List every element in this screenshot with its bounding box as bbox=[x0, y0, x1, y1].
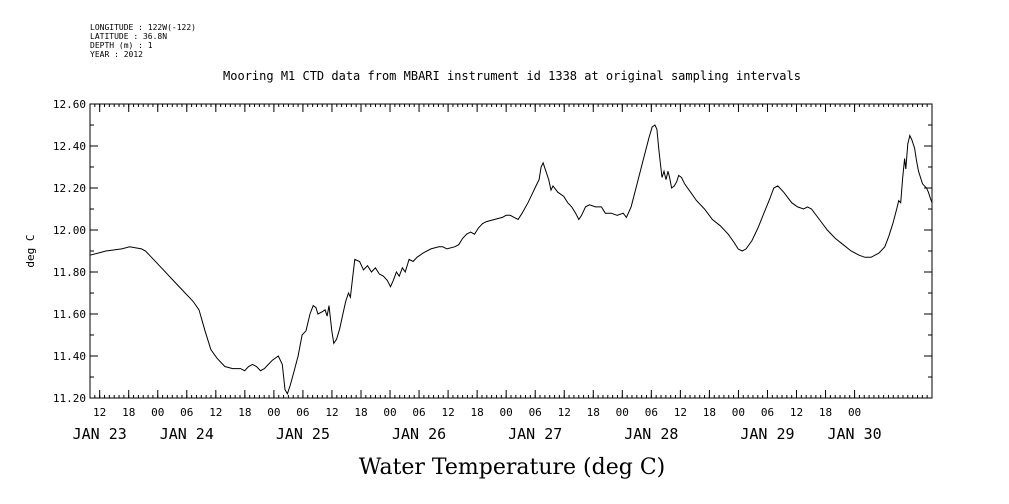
x-tick-label: 00 bbox=[383, 406, 396, 419]
depth-text: DEPTH (m) : 1 bbox=[90, 41, 153, 50]
day-label: JAN 25 bbox=[276, 425, 330, 443]
day-label: JAN 26 bbox=[392, 425, 446, 443]
x-tick-label: 00 bbox=[616, 406, 629, 419]
chart-title: Mooring M1 CTD data from MBARI instrumen… bbox=[223, 69, 801, 83]
day-label: JAN 29 bbox=[740, 425, 794, 443]
x-tick-label: 18 bbox=[587, 406, 600, 419]
y-tick-label: 11.40 bbox=[53, 350, 86, 363]
x-tick-label: 12 bbox=[441, 406, 454, 419]
x-tick-label: 18 bbox=[238, 406, 251, 419]
x-tick-label: 06 bbox=[296, 406, 309, 419]
x-tick-label: 06 bbox=[180, 406, 193, 419]
x-tick-label: 00 bbox=[500, 406, 513, 419]
y-tick-label: 11.60 bbox=[53, 308, 86, 321]
x-tick-label: 06 bbox=[761, 406, 774, 419]
x-tick-label: 06 bbox=[529, 406, 542, 419]
data-series bbox=[89, 124, 933, 396]
day-label: JAN 30 bbox=[827, 425, 881, 443]
day-label: JAN 28 bbox=[624, 425, 678, 443]
x-tick-label: 18 bbox=[819, 406, 832, 419]
x-tick-label: 12 bbox=[209, 406, 222, 419]
x-axis-label: Water Temperature (deg C) bbox=[359, 455, 666, 480]
x-tick-label: 18 bbox=[471, 406, 484, 419]
y-tick-label: 12.40 bbox=[53, 140, 86, 153]
latitude-text: LATITUDE : 36.8N bbox=[90, 32, 167, 41]
x-tick-label: 18 bbox=[703, 406, 716, 419]
x-tick-label: 12 bbox=[674, 406, 687, 419]
longitude-text: LONGITUDE : 122W(-122) bbox=[90, 23, 196, 32]
x-tick-label: 12 bbox=[325, 406, 338, 419]
y-tick-label: 11.20 bbox=[53, 392, 86, 405]
x-tick-label: 06 bbox=[412, 406, 425, 419]
x-tick-label: 00 bbox=[732, 406, 745, 419]
x-tick-label: 18 bbox=[354, 406, 367, 419]
x-tick-label: 00 bbox=[267, 406, 280, 419]
year-text: YEAR : 2012 bbox=[90, 50, 143, 59]
day-label: JAN 23 bbox=[73, 425, 127, 443]
x-tick-label: 00 bbox=[848, 406, 861, 419]
y-tick-label: 12.00 bbox=[53, 224, 86, 237]
x-tick-label: 06 bbox=[645, 406, 658, 419]
axes: 11.20 11.40 11.60 11.80 12.00 12.20 12.40 12.60… bbox=[53, 98, 933, 443]
x-tick-label: 00 bbox=[151, 406, 164, 419]
x-tick-label: 12 bbox=[790, 406, 803, 419]
day-label: JAN 24 bbox=[160, 425, 214, 443]
plot-frame bbox=[89, 103, 933, 399]
x-tick-label: 12 bbox=[558, 406, 571, 419]
y-axis-label: deg C bbox=[24, 234, 37, 267]
y-tick-label: 12.60 bbox=[53, 98, 86, 111]
x-tick-label: 12 bbox=[93, 406, 106, 419]
water-temperature-line bbox=[89, 124, 933, 396]
day-label: JAN 27 bbox=[508, 425, 562, 443]
x-tick-label: 18 bbox=[122, 406, 135, 419]
y-tick-label: 12.20 bbox=[53, 182, 86, 195]
y-tick-label: 11.80 bbox=[53, 266, 86, 279]
